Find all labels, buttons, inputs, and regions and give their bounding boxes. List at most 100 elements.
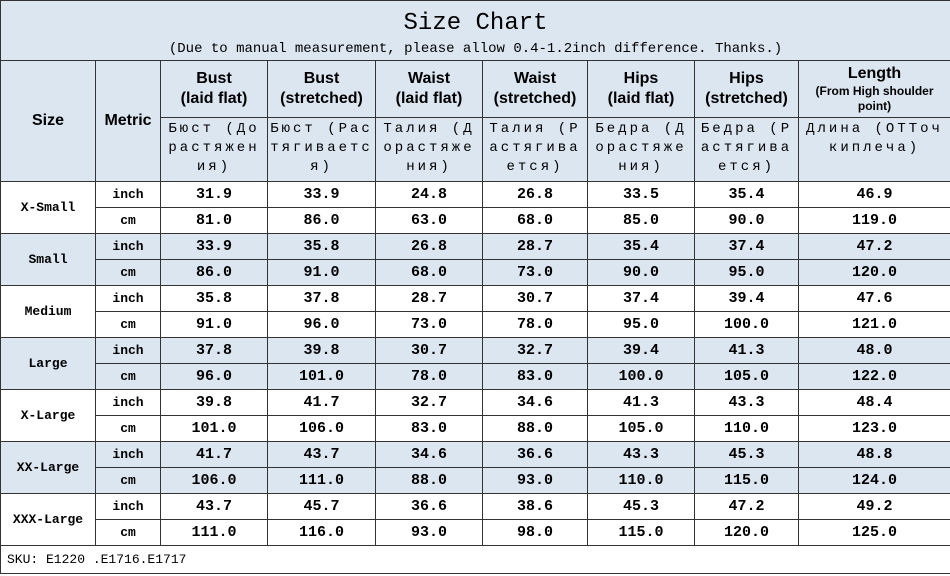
header-label-ru: Талия (Дорастяжения) [383, 120, 475, 175]
value-cell: 39.4 [694, 285, 799, 312]
header-label: Metric [104, 112, 152, 129]
value-cell: 78.0 [375, 363, 483, 390]
header-label-ru: Бедра (Дорастяжения) [595, 120, 687, 175]
value-cell: 48.4 [797, 389, 950, 416]
metric-cell: inch [95, 441, 161, 468]
value-cell: 86.0 [267, 207, 376, 234]
size-cell: X-Small [0, 181, 96, 234]
footer-row: SKU: E1220 .E1716.E1717 [0, 545, 950, 574]
value-cell: 100.0 [694, 311, 799, 338]
size-cell: Large [0, 337, 96, 390]
data-row: X-Small inch 31.9 33.9 24.8 26.8 33.5 35.4 46.9 [0, 181, 950, 234]
header-cell: Hips (laid flat) [587, 60, 695, 118]
header-cell: Hips (stretched) [694, 60, 799, 118]
value-cell: 101.0 [160, 415, 268, 442]
value-cell: 37.8 [267, 285, 376, 312]
value-cell: 73.0 [375, 311, 483, 338]
title-cell: Size Chart (Due to manual measurement, p… [0, 0, 950, 61]
header-label-ru: Длина (ОТТочкиплеча) [806, 120, 943, 156]
metric-cell: cm [95, 259, 161, 286]
value-cell: 48.8 [797, 441, 950, 468]
header-cell: Waist (stretched) [482, 60, 588, 118]
value-cell: 33.9 [267, 181, 376, 208]
data-row: cm 106.0 111.0 88.0 93.0 110.0 115.0 124.0 [1, 467, 950, 494]
header-sublabel: (laid flat) [607, 90, 675, 107]
value-cell: 90.0 [694, 207, 799, 234]
value-cell: 45.7 [267, 493, 376, 520]
header-cell-ru: Талия (Растягивается) [482, 117, 588, 182]
value-cell: 125.0 [797, 519, 950, 546]
value-cell: 36.6 [482, 441, 588, 468]
value-cell: 32.7 [482, 337, 588, 364]
metric-cell: inch [95, 337, 161, 364]
value-cell: 26.8 [482, 181, 588, 208]
value-cell: 33.9 [160, 233, 268, 260]
data-row: Large inch 37.8 39.8 30.7 32.7 39.4 41.3 48.0 [0, 337, 950, 390]
header-label: Length [847, 65, 902, 82]
header-sublabel: (laid flat) [180, 90, 248, 107]
value-cell: 47.2 [694, 493, 799, 520]
value-cell: 36.6 [375, 493, 483, 520]
value-cell: 26.8 [375, 233, 483, 260]
value-cell: 49.2 [797, 493, 950, 520]
value-cell: 43.3 [694, 389, 799, 416]
value-cell: 43.7 [160, 493, 268, 520]
data-row: X-Large inch 39.8 41.7 32.7 34.6 41.3 43.3 48.4 [0, 389, 950, 442]
value-cell: 37.8 [160, 337, 268, 364]
value-cell: 35.4 [587, 233, 695, 260]
header-cell-ru: Длина (ОТТочкиплеча) [797, 117, 950, 182]
value-cell: 30.7 [482, 285, 588, 312]
header-label-ru: Бедра (Растягивается) [700, 120, 793, 175]
value-cell: 35.4 [694, 181, 799, 208]
header-label-ru: Талия (Растягивается) [489, 120, 581, 175]
value-cell: 106.0 [160, 467, 268, 494]
metric-cell: cm [95, 363, 161, 390]
value-cell: 34.6 [482, 389, 588, 416]
metric-cell: cm [95, 467, 161, 494]
header-cell: Length (From High shoulder point) [797, 60, 950, 118]
value-cell: 73.0 [482, 259, 588, 286]
value-cell: 45.3 [694, 441, 799, 468]
metric-cell: inch [95, 233, 161, 260]
metric-cell: inch [95, 389, 161, 416]
value-cell: 95.0 [587, 311, 695, 338]
value-cell: 83.0 [375, 415, 483, 442]
value-cell: 120.0 [694, 519, 799, 546]
value-cell: 37.4 [587, 285, 695, 312]
metric-cell: cm [95, 519, 161, 546]
value-cell: 105.0 [694, 363, 799, 390]
header-label-ru: Бюст (Дорастяжения) [168, 120, 260, 175]
value-cell: 41.3 [694, 337, 799, 364]
value-cell: 115.0 [694, 467, 799, 494]
value-cell: 111.0 [160, 519, 268, 546]
data-row: cm 101.0 106.0 83.0 88.0 105.0 110.0 123.0 [1, 415, 950, 442]
value-cell: 106.0 [267, 415, 376, 442]
metric-cell: cm [95, 311, 161, 338]
value-cell: 96.0 [267, 311, 376, 338]
data-row: cm 111.0 116.0 93.0 98.0 115.0 120.0 125.0 [1, 519, 950, 546]
header-label: Waist [407, 70, 451, 87]
data-row: cm 91.0 96.0 73.0 78.0 95.0 100.0 121.0 [1, 311, 950, 338]
value-cell: 88.0 [482, 415, 588, 442]
value-cell: 91.0 [267, 259, 376, 286]
data-row: Small inch 33.9 35.8 26.8 28.7 35.4 37.4 47.2 [0, 233, 950, 286]
header-cell-ru: Бедра (Растягивается) [694, 117, 799, 182]
value-cell: 30.7 [375, 337, 483, 364]
value-cell: 41.7 [160, 441, 268, 468]
data-row: cm 81.0 86.0 63.0 68.0 85.0 90.0 119.0 [1, 207, 950, 234]
size-cell: Small [0, 233, 96, 286]
size-cell: Medium [0, 285, 96, 338]
data-row: Medium inch 35.8 37.8 28.7 30.7 37.4 39.4 47.6 [0, 285, 950, 338]
value-cell: 43.7 [267, 441, 376, 468]
value-cell: 63.0 [375, 207, 483, 234]
data-row: cm 96.0 101.0 78.0 83.0 100.0 105.0 122.0 [1, 363, 950, 390]
value-cell: 83.0 [482, 363, 588, 390]
value-cell: 43.3 [587, 441, 695, 468]
value-cell: 91.0 [160, 311, 268, 338]
header-cell: Size [0, 60, 96, 182]
value-cell: 47.2 [797, 233, 950, 260]
value-cell: 41.7 [267, 389, 376, 416]
title: Size Chart [403, 10, 548, 37]
data-row: XX-Large inch 41.7 43.7 34.6 36.6 43.3 45.3 48.8 [0, 441, 950, 494]
